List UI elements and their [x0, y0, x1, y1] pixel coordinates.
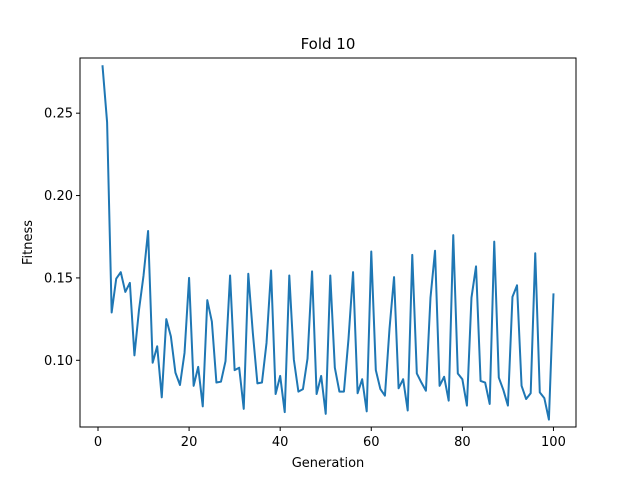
y-tick-label: 0.20 [44, 189, 73, 204]
y-tick-label: 0.10 [44, 354, 73, 369]
chart-title: Fold 10 [301, 35, 356, 53]
x-axis-ticks: 0 20 40 60 80 100 [94, 427, 566, 450]
y-tick-label: 0.25 [44, 107, 73, 122]
x-tick-label: 80 [454, 435, 471, 450]
y-axis-title: Fitness [21, 220, 36, 265]
fitness-series-line [101, 65, 555, 421]
x-tick-label: 60 [363, 435, 380, 450]
y-axis-ticks: 0.10 0.15 0.20 0.25 [44, 107, 80, 369]
x-tick-label: 100 [541, 435, 566, 450]
plot-frame [79, 57, 577, 428]
y-tick-label: 0.15 [44, 271, 73, 286]
x-tick-label: 40 [272, 435, 289, 450]
x-tick-label: 0 [94, 435, 102, 450]
x-tick-label: 20 [181, 435, 198, 450]
x-axis-title: Generation [292, 456, 365, 471]
